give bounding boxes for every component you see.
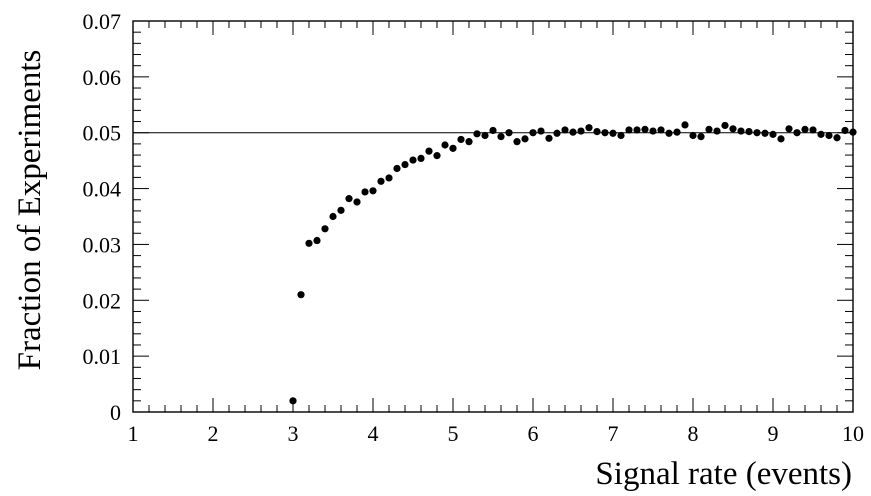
data-point bbox=[809, 126, 817, 134]
data-point bbox=[369, 187, 377, 195]
y-tick-label: 0.02 bbox=[83, 288, 122, 313]
data-point bbox=[481, 131, 489, 140]
data-point bbox=[761, 129, 769, 137]
data-point bbox=[793, 129, 801, 137]
data-point bbox=[569, 128, 577, 136]
data-point bbox=[529, 129, 537, 137]
data-point bbox=[409, 156, 417, 164]
axis-ticks bbox=[132, 20, 854, 413]
x-tick-label: 4 bbox=[368, 421, 379, 446]
y-tick-label: 0.04 bbox=[83, 177, 122, 202]
y-tick-label: 0.06 bbox=[83, 65, 122, 90]
data-point bbox=[489, 126, 497, 135]
data-point bbox=[513, 138, 521, 146]
data-point bbox=[449, 144, 457, 152]
data-point bbox=[817, 130, 825, 138]
data-point bbox=[697, 133, 705, 141]
data-point bbox=[353, 198, 361, 206]
data-point bbox=[841, 126, 849, 135]
data-point bbox=[769, 130, 777, 138]
data-point bbox=[633, 126, 641, 134]
data-point bbox=[729, 125, 737, 133]
data-point bbox=[345, 195, 353, 203]
y-tick-labels: 0 0.01 0.02 0.03 0.04 0.05 0.06 0.07 bbox=[83, 9, 122, 425]
data-point bbox=[785, 125, 793, 133]
data-point bbox=[473, 130, 481, 138]
data-point bbox=[577, 127, 585, 135]
data-point bbox=[753, 129, 761, 137]
data-point bbox=[601, 129, 609, 137]
data-point bbox=[401, 160, 409, 169]
data-point bbox=[425, 147, 433, 155]
data-point bbox=[465, 138, 473, 146]
data-point bbox=[457, 135, 465, 144]
x-tick-labels: 1 2 3 4 5 6 7 8 9 10 bbox=[128, 421, 865, 446]
data-point bbox=[393, 164, 401, 173]
x-tick-label: 6 bbox=[528, 421, 539, 446]
data-point bbox=[385, 174, 393, 182]
y-axis-title: Fraction of Experiments bbox=[12, 50, 48, 371]
data-point bbox=[777, 135, 785, 143]
data-points bbox=[289, 121, 857, 405]
data-point bbox=[593, 127, 601, 136]
y-tick-label: 0.01 bbox=[83, 344, 122, 369]
data-point bbox=[657, 126, 665, 134]
x-tick-label: 3 bbox=[288, 421, 299, 446]
data-point bbox=[313, 236, 321, 245]
data-point bbox=[585, 124, 593, 132]
data-point bbox=[825, 131, 833, 140]
data-point bbox=[641, 125, 649, 133]
x-tick-label: 7 bbox=[608, 421, 619, 446]
x-tick-label: 1 bbox=[128, 421, 139, 446]
data-point bbox=[681, 121, 689, 129]
data-point bbox=[305, 239, 313, 247]
data-point bbox=[297, 291, 305, 299]
x-tick-label: 10 bbox=[842, 421, 864, 446]
data-point bbox=[417, 154, 425, 163]
x-tick-label: 8 bbox=[688, 421, 699, 446]
x-tick-label: 5 bbox=[448, 421, 459, 446]
y-tick-label: 0.05 bbox=[83, 121, 122, 146]
data-point bbox=[561, 126, 569, 134]
data-point bbox=[329, 212, 337, 221]
data-point bbox=[505, 129, 513, 137]
y-tick-label: 0 bbox=[110, 400, 121, 425]
data-point bbox=[649, 127, 657, 135]
data-point bbox=[433, 152, 441, 160]
data-point bbox=[833, 134, 841, 142]
data-point bbox=[625, 126, 633, 134]
x-axis-title: Signal rate (events) bbox=[595, 456, 852, 492]
data-point bbox=[545, 134, 553, 142]
data-point bbox=[321, 225, 329, 233]
data-point bbox=[665, 129, 673, 137]
y-tick-label: 0.03 bbox=[83, 232, 122, 257]
data-point bbox=[801, 125, 809, 133]
data-point bbox=[441, 141, 449, 149]
data-point bbox=[337, 206, 345, 214]
y-tick-label: 0.07 bbox=[83, 9, 122, 34]
data-point bbox=[721, 121, 729, 130]
data-point bbox=[673, 128, 681, 136]
data-point bbox=[617, 131, 625, 140]
data-point bbox=[361, 188, 369, 196]
data-point bbox=[377, 177, 385, 185]
data-point bbox=[537, 127, 545, 135]
data-point bbox=[705, 125, 713, 133]
data-point bbox=[849, 128, 857, 136]
data-point bbox=[713, 127, 721, 135]
data-point bbox=[553, 129, 561, 137]
data-point bbox=[521, 135, 529, 143]
data-point bbox=[745, 127, 753, 136]
data-point bbox=[497, 133, 505, 141]
x-tick-label: 9 bbox=[768, 421, 779, 446]
data-point bbox=[737, 127, 745, 135]
data-point bbox=[689, 131, 697, 140]
plot-frame bbox=[132, 20, 854, 413]
data-point bbox=[289, 397, 297, 405]
x-tick-label: 2 bbox=[208, 421, 219, 446]
data-point bbox=[609, 129, 617, 137]
